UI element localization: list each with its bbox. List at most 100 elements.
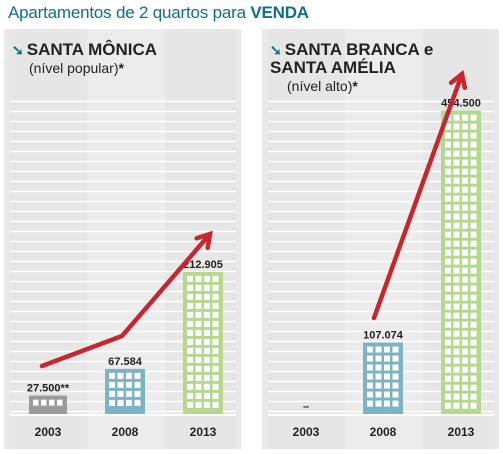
window (117, 381, 124, 388)
window (462, 276, 468, 283)
window (453, 222, 460, 229)
window (367, 346, 373, 353)
window (195, 293, 202, 300)
window (453, 213, 460, 220)
window (445, 303, 451, 310)
window (204, 374, 210, 381)
window (445, 330, 451, 337)
panel-title: ➘ SANTA BRANCA e SANTA AMÉLIA (270, 41, 433, 77)
window (470, 330, 477, 337)
panel-subtitle: (nível alto)* (287, 78, 358, 94)
window (470, 375, 477, 382)
window (392, 400, 399, 407)
window (470, 231, 477, 238)
window (453, 258, 460, 265)
window (187, 329, 193, 336)
window (212, 320, 219, 327)
panel-title: ➘ SANTA MÔNICA (12, 41, 157, 59)
window (445, 285, 451, 292)
window (212, 374, 219, 381)
window (453, 366, 460, 373)
bar-2008 (363, 342, 403, 414)
window (375, 373, 382, 380)
window (445, 231, 451, 238)
window (212, 293, 219, 300)
window (453, 231, 460, 238)
window (445, 186, 451, 193)
window (453, 294, 460, 301)
window (445, 312, 451, 319)
window (212, 383, 219, 390)
window (453, 249, 460, 256)
arrow-bullet-icon: ➘ (270, 42, 282, 58)
window (453, 195, 460, 202)
window (462, 339, 468, 346)
window (126, 372, 132, 379)
window (462, 195, 468, 202)
value-label: 454.500 (441, 98, 481, 110)
window (195, 401, 202, 408)
value-label: – (303, 401, 309, 413)
window (453, 321, 460, 328)
trend-arrow-line (39, 231, 213, 369)
window (212, 347, 219, 354)
window (453, 114, 460, 121)
window (195, 356, 202, 363)
window (462, 168, 468, 175)
window (462, 294, 468, 301)
window (445, 294, 451, 301)
window (187, 320, 193, 327)
window (462, 204, 468, 211)
window (462, 114, 468, 121)
window (204, 293, 210, 300)
window (470, 402, 477, 409)
window (367, 364, 373, 371)
column-band (268, 29, 344, 449)
window (384, 382, 390, 389)
window (445, 339, 451, 346)
window (187, 374, 193, 381)
window (41, 399, 47, 406)
window (204, 320, 210, 327)
window (462, 222, 468, 229)
window (126, 390, 132, 397)
window (204, 365, 210, 372)
panel-subtitle: (nível popular)* (29, 60, 124, 76)
window (212, 284, 219, 291)
window (462, 267, 468, 274)
window (204, 338, 210, 345)
window (57, 399, 63, 406)
window (462, 159, 468, 166)
window (453, 339, 460, 346)
window (462, 384, 468, 391)
window (462, 321, 468, 328)
window (204, 392, 210, 399)
window (445, 204, 451, 211)
chart-panel-santa-monica: 27.500** 67.584 212.905 2003 2008 2013 ➘ SANTA… (4, 29, 241, 449)
chart-panel-santa-branca: – 107.074 454.500 2003 2008 2013 ➘ SANTA BRANC… (262, 29, 499, 449)
window (453, 303, 460, 310)
window (212, 329, 219, 336)
trend-arrow-head-icon (194, 230, 213, 251)
window (392, 364, 399, 371)
window (187, 338, 193, 345)
window (204, 383, 210, 390)
window (462, 249, 468, 256)
window (462, 150, 468, 157)
category-label: 2013 (448, 425, 475, 439)
window (470, 186, 477, 193)
window (462, 186, 468, 193)
window (445, 357, 451, 364)
window (462, 132, 468, 139)
window (195, 365, 202, 372)
window (195, 329, 202, 336)
window (375, 346, 382, 353)
window (453, 357, 460, 364)
window (453, 123, 460, 130)
window (470, 312, 477, 319)
window (453, 177, 460, 184)
window (204, 356, 210, 363)
window (445, 168, 451, 175)
window (462, 330, 468, 337)
window (109, 390, 115, 397)
